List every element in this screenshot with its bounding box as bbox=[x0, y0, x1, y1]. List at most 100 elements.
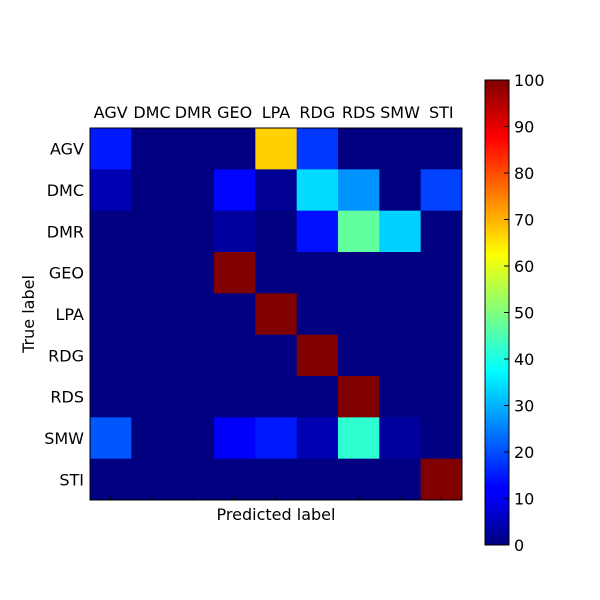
heatmap-cell-SMW-LPA bbox=[255, 417, 298, 460]
colorbar-tick-label: 50 bbox=[514, 304, 534, 323]
x-axis-label: Predicted label bbox=[217, 505, 336, 524]
x-tick-labels: AGV DMC DMR GEO LPA RDG RDS SMW STI bbox=[94, 103, 454, 122]
heatmap-cell-DMC-STI bbox=[420, 169, 463, 212]
heatmap-cell-SMW-DMR bbox=[172, 417, 215, 460]
heatmap-cell-RDS-DMC bbox=[131, 376, 174, 418]
y-tick-label: LPA bbox=[56, 305, 85, 324]
heatmap-cell-DMR-DMR bbox=[172, 210, 215, 253]
heatmap-cell-DMC-GEO bbox=[214, 169, 256, 212]
colorbar-tick-label: 0 bbox=[514, 536, 524, 555]
heatmap-cell-RDG-DMR bbox=[172, 334, 215, 377]
heatmap-cell-RDG-RDG bbox=[296, 334, 339, 377]
heatmap-cell-RDS-LPA bbox=[255, 376, 298, 418]
heatmap-cell-SMW-RDG bbox=[296, 417, 339, 460]
colorbar-tick-label: 80 bbox=[514, 164, 534, 183]
y-tick-label: RDS bbox=[50, 388, 84, 407]
heatmap-cell-GEO-RDS bbox=[338, 252, 380, 294]
heatmap-cell-STI-RDG bbox=[296, 458, 339, 501]
colorbar-tick-label: 60 bbox=[514, 257, 534, 276]
y-tick-label: STI bbox=[59, 470, 84, 489]
heatmap-cell-RDG-LPA bbox=[255, 334, 298, 377]
colorbar-tick-label: 90 bbox=[514, 118, 534, 137]
heatmap-cell-GEO-AGV bbox=[90, 252, 132, 294]
colorbar: 0 10 20 30 40 50 60 70 80 90 100 bbox=[484, 71, 545, 555]
colorbar-tick-label: 30 bbox=[514, 397, 534, 416]
heatmap-cell-STI-STI bbox=[420, 458, 463, 501]
heatmap-cell-RDG-RDS bbox=[338, 334, 380, 377]
heatmap-cell-RDG-SMW bbox=[379, 334, 422, 377]
colorbar-tick-label: 20 bbox=[514, 443, 534, 462]
x-tick-label: LPA bbox=[262, 103, 291, 122]
y-tick-labels: AGV DMC DMR GEO LPA RDG RDS SMW STI bbox=[44, 140, 84, 490]
heatmap-cell-LPA-DMR bbox=[172, 293, 215, 336]
x-tick-label: AGV bbox=[94, 103, 128, 122]
heatmap-cell-DMC-RDG bbox=[296, 169, 339, 212]
heatmap-cell-STI-DMR bbox=[172, 458, 215, 501]
heatmap-cell-LPA-RDG bbox=[296, 293, 339, 336]
heatmap-cell-LPA-AGV bbox=[90, 293, 132, 336]
heatmap-cell-DMC-DMC bbox=[131, 169, 174, 212]
heatmap-cell-STI-GEO bbox=[214, 458, 256, 501]
heatmap-cell-LPA-LPA bbox=[255, 293, 298, 336]
heatmap-cell-DMC-LPA bbox=[255, 169, 298, 212]
heatmap-cell-SMW-AGV bbox=[90, 417, 132, 460]
y-axis-label: True label bbox=[19, 275, 38, 354]
colorbar-tick-label: 40 bbox=[514, 350, 534, 369]
heatmap-cell-STI-LPA bbox=[255, 458, 298, 501]
heatmap-cell-SMW-DMC bbox=[131, 417, 174, 460]
heatmap-cell-DMR-DMC bbox=[131, 210, 174, 253]
heatmap-cell-AGV-GEO bbox=[214, 128, 256, 170]
colorbar-tick-label: 100 bbox=[514, 71, 545, 90]
y-tick-label: AGV bbox=[50, 140, 84, 159]
heatmap-cell-GEO-STI bbox=[420, 252, 463, 294]
heatmap-cell-GEO-LPA bbox=[255, 252, 298, 294]
heatmap-cell-LPA-STI bbox=[420, 293, 463, 336]
x-tick-label: GEO bbox=[217, 103, 252, 122]
heatmap-cell-DMR-RDG bbox=[296, 210, 339, 253]
colorbar-tick-label: 70 bbox=[514, 211, 534, 230]
heatmap-cell-RDG-GEO bbox=[214, 334, 256, 377]
heatmap-cell-GEO-GEO bbox=[214, 252, 256, 294]
heatmap-cell-RDG-STI bbox=[420, 334, 463, 377]
y-tick-label: RDG bbox=[48, 346, 84, 365]
heatmap-cell-RDS-AGV bbox=[90, 376, 132, 418]
heatmap-cell-AGV-AGV bbox=[90, 128, 132, 170]
heatmap-cell-SMW-SMW bbox=[379, 417, 422, 460]
heatmap-cells bbox=[90, 128, 463, 501]
y-tick-label: DMC bbox=[47, 181, 84, 200]
heatmap-cell-STI-SMW bbox=[379, 458, 422, 501]
heatmap-cell-GEO-SMW bbox=[379, 252, 422, 294]
heatmap-cell-DMC-DMR bbox=[172, 169, 215, 212]
heatmap-cell-AGV-DMR bbox=[172, 128, 215, 170]
heatmap-cell-AGV-RDG bbox=[296, 128, 339, 170]
heatmap-cell-RDS-STI bbox=[420, 376, 463, 418]
heatmap-cell-RDS-DMR bbox=[172, 376, 215, 418]
heatmap-cell-LPA-RDS bbox=[338, 293, 380, 336]
heatmap-cell-RDS-GEO bbox=[214, 376, 256, 418]
x-tick-label: DMC bbox=[133, 103, 170, 122]
x-tick-label: SMW bbox=[380, 103, 420, 122]
x-tick-label: RDG bbox=[299, 103, 335, 122]
x-tick-label: DMR bbox=[175, 103, 212, 122]
heatmap-cell-DMC-AGV bbox=[90, 169, 132, 212]
y-tick-label: SMW bbox=[44, 429, 84, 448]
heatmap-cell-GEO-DMR bbox=[172, 252, 215, 294]
heatmap-cell-DMR-SMW bbox=[379, 210, 422, 253]
heatmap-cell-AGV-STI bbox=[420, 128, 463, 170]
heatmap-cell-DMR-GEO bbox=[214, 210, 256, 253]
heatmap-cell-DMR-RDS bbox=[338, 210, 380, 253]
heatmap-cell-GEO-DMC bbox=[131, 252, 174, 294]
y-tick-label: GEO bbox=[49, 264, 84, 283]
heatmap-cell-RDS-RDS bbox=[338, 376, 380, 418]
heatmap-cell-STI-AGV bbox=[90, 458, 132, 501]
heatmap-cell-DMR-LPA bbox=[255, 210, 298, 253]
bottom-tick-marks bbox=[110, 496, 442, 500]
heatmap-cell-AGV-SMW bbox=[379, 128, 422, 170]
x-tick-label: RDS bbox=[342, 103, 376, 122]
heatmap-cell-AGV-DMC bbox=[131, 128, 174, 170]
heatmap-cell-RDG-AGV bbox=[90, 334, 132, 377]
heatmap-cell-RDG-DMC bbox=[131, 334, 174, 377]
heatmap-cell-RDS-SMW bbox=[379, 376, 422, 418]
colorbar-tick-label: 10 bbox=[514, 490, 534, 509]
